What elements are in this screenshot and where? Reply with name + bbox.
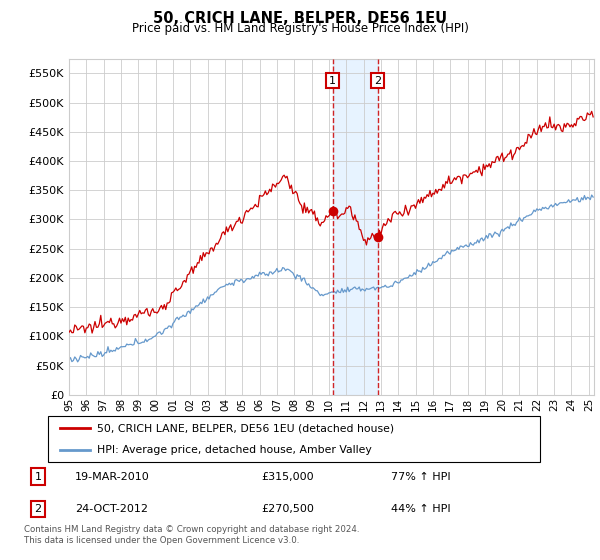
Text: Price paid vs. HM Land Registry's House Price Index (HPI): Price paid vs. HM Land Registry's House … [131, 22, 469, 35]
Text: Contains HM Land Registry data © Crown copyright and database right 2024.
This d: Contains HM Land Registry data © Crown c… [24, 525, 359, 545]
Text: 24-OCT-2012: 24-OCT-2012 [75, 504, 148, 514]
Text: 1: 1 [35, 472, 41, 482]
Text: 19-MAR-2010: 19-MAR-2010 [75, 472, 149, 482]
Text: HPI: Average price, detached house, Amber Valley: HPI: Average price, detached house, Ambe… [97, 445, 372, 455]
Text: £315,000: £315,000 [261, 472, 314, 482]
Text: £270,500: £270,500 [261, 504, 314, 514]
Text: 1: 1 [329, 76, 336, 86]
Bar [333, 59, 377, 395]
Text: 77% ↑ HPI: 77% ↑ HPI [391, 472, 450, 482]
Text: 2: 2 [374, 76, 381, 86]
Text: 50, CRICH LANE, BELPER, DE56 1EU: 50, CRICH LANE, BELPER, DE56 1EU [153, 11, 447, 26]
Text: 50, CRICH LANE, BELPER, DE56 1EU (detached house): 50, CRICH LANE, BELPER, DE56 1EU (detach… [97, 423, 394, 433]
Text: 44% ↑ HPI: 44% ↑ HPI [391, 504, 450, 514]
Text: 2: 2 [35, 504, 41, 514]
